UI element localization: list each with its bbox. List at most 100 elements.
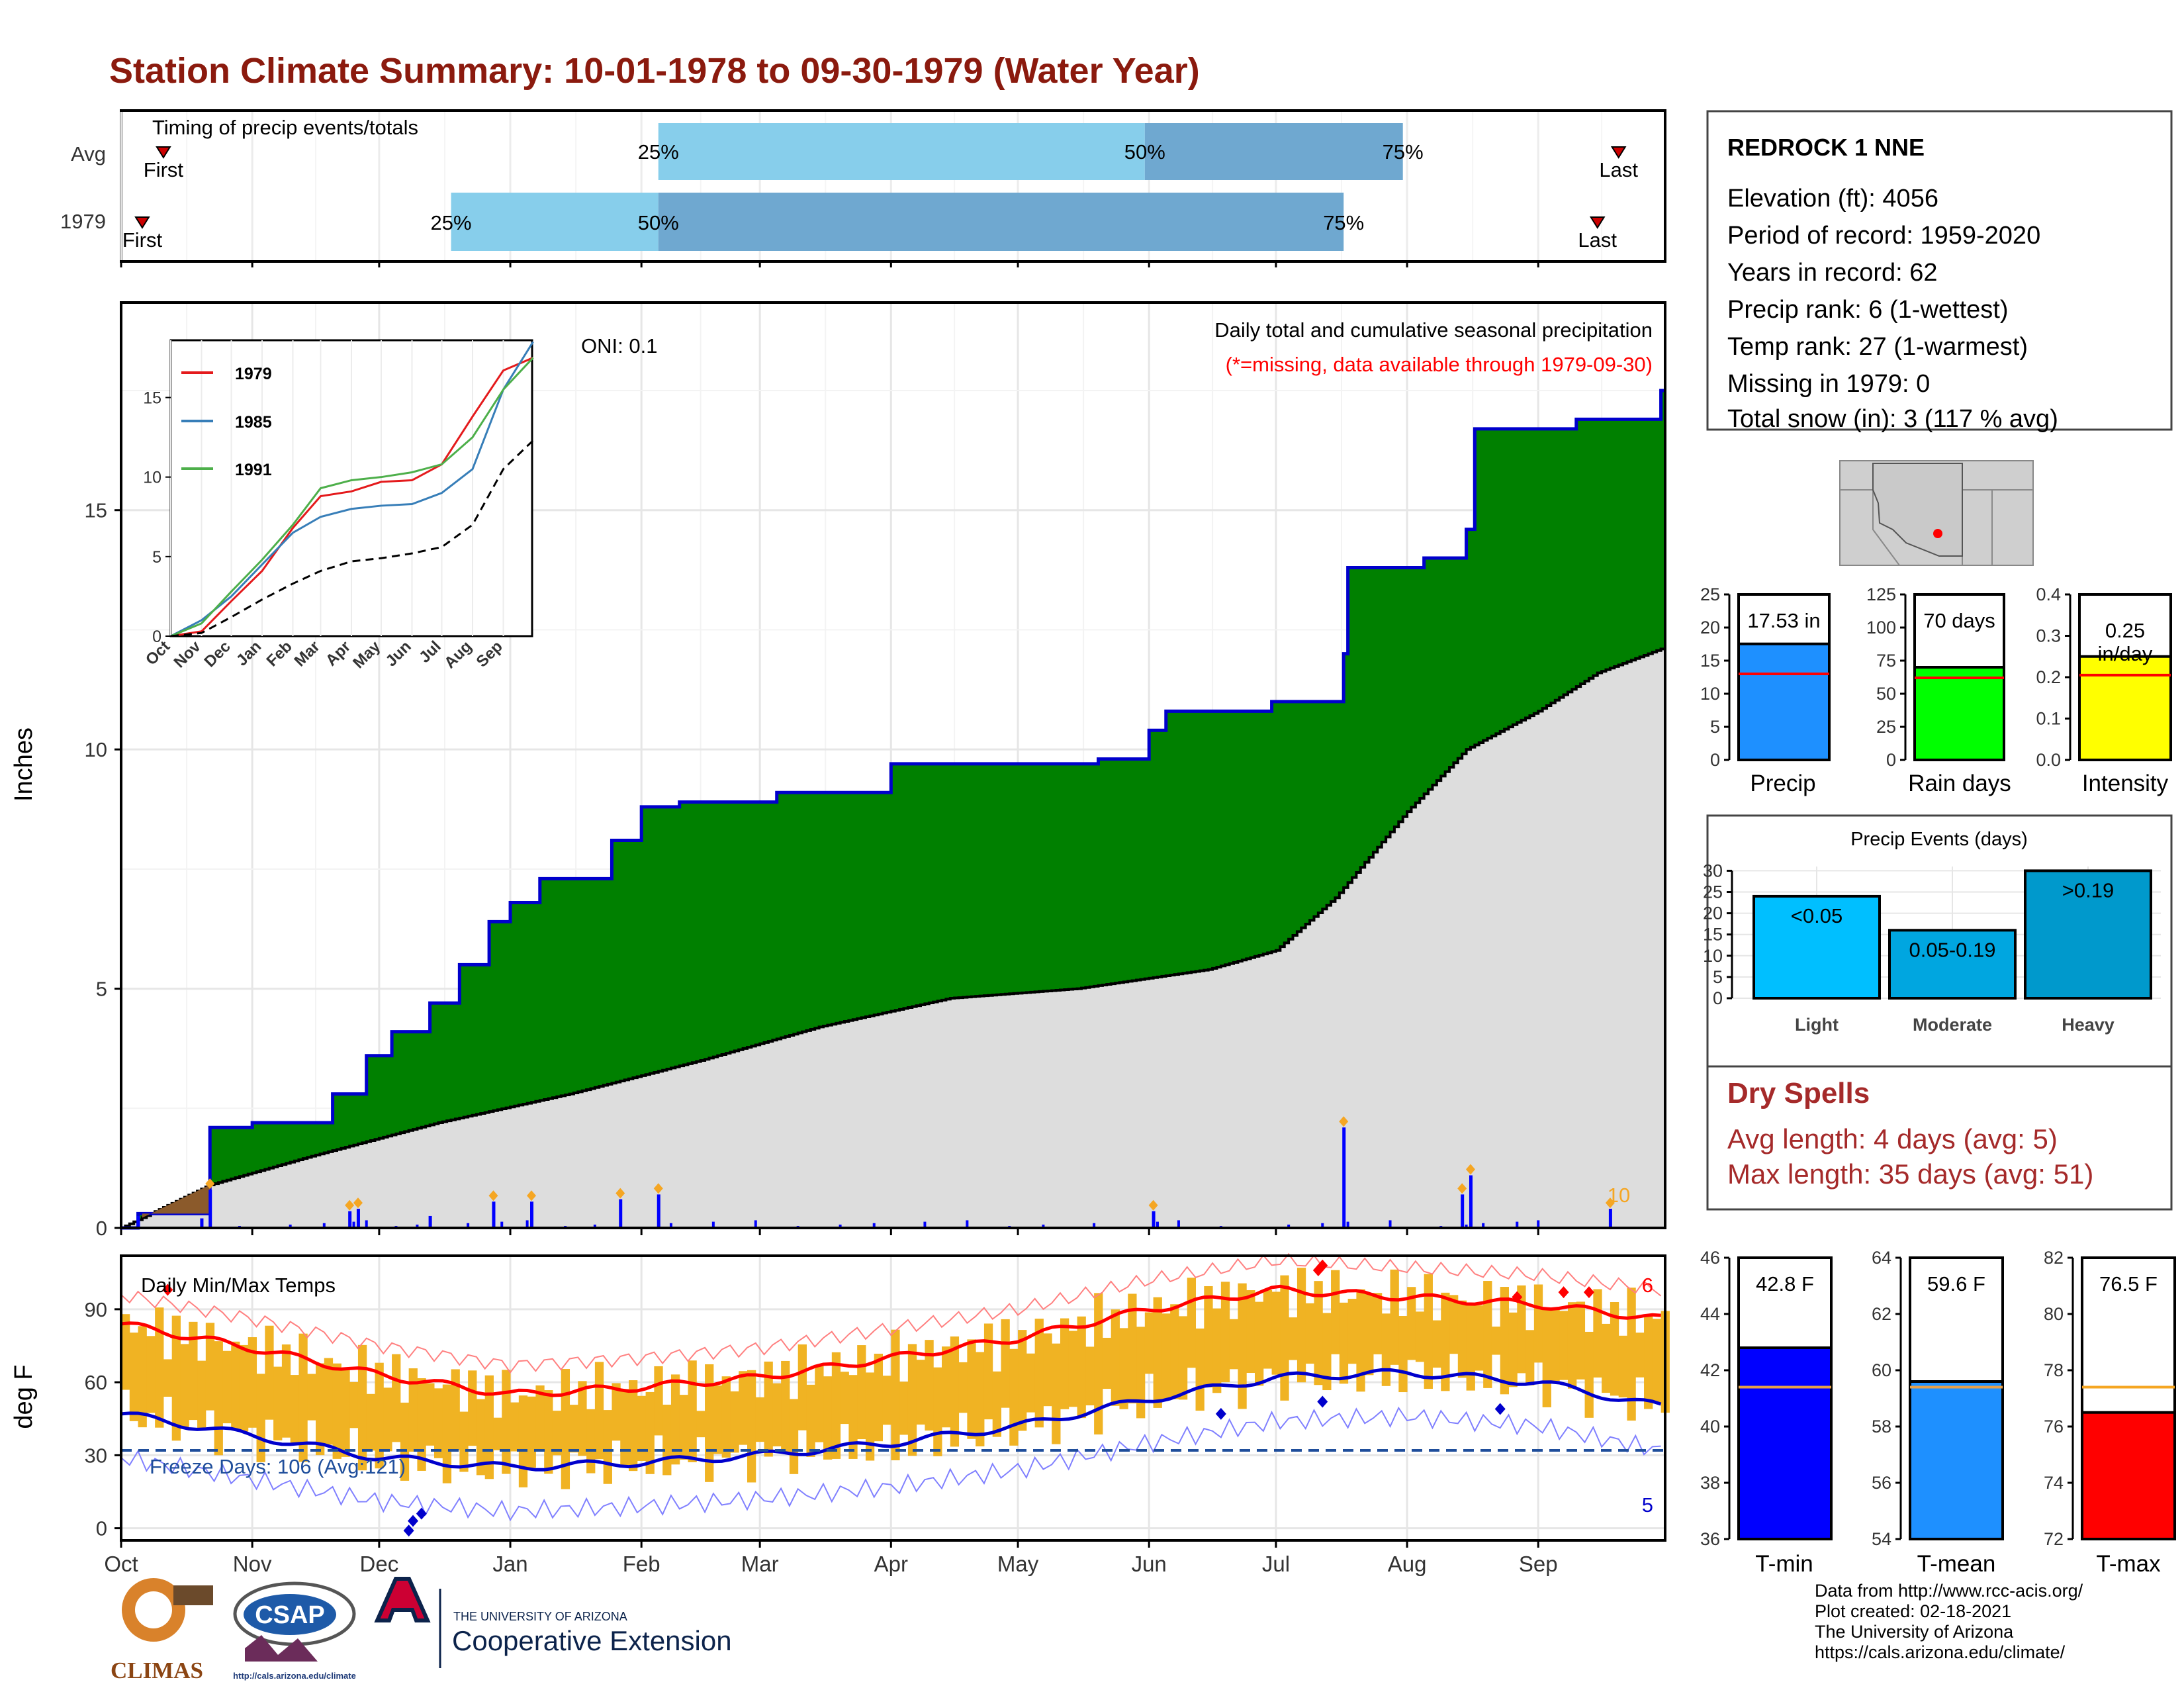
normal-cumulative-line: [121, 647, 1665, 1229]
daily-temp-range-bar: [155, 1307, 164, 1428]
events-bar: [1888, 929, 2017, 1000]
daily-temp-range-bar: [899, 1382, 909, 1435]
daily-temp-range-bar: [612, 1383, 621, 1441]
daily-precip-trace-bar: [1346, 1221, 1349, 1228]
daily-temp-range-bar: [781, 1360, 790, 1454]
precip-y-label: Inches: [10, 727, 38, 802]
daily-precip-bar: [1152, 1211, 1156, 1228]
mini-chart-y-tick-label: 25: [1876, 717, 1896, 737]
freeze-days-text: Freeze Days: 106 (Avg:121): [150, 1455, 406, 1478]
events-bar: [2024, 869, 2152, 1000]
station-precip-rank: Precip rank: 6 (1-wettest): [1727, 296, 2008, 324]
daily-precip-trace-bar: [467, 1223, 470, 1228]
mini-chart-y-tick-label: 15: [1700, 651, 1720, 671]
daily-temp-range-bar: [1390, 1269, 1399, 1365]
mini-chart-y-tick-label: 0.4: [2036, 585, 2061, 604]
cumulative-precip-line: [121, 389, 1665, 1230]
daily-temp-range-bar: [1009, 1348, 1019, 1446]
daily-temp-range-bar: [502, 1370, 511, 1474]
inset-legend-1991: 1991: [235, 461, 272, 479]
month-tick-label: Sep: [1519, 1552, 1558, 1576]
station-location-dot: [1933, 529, 1942, 538]
events-title: Precip Events (days): [1850, 829, 2028, 850]
daily-temp-range-bar: [1542, 1308, 1551, 1407]
daily-temp-range-bar: [1187, 1278, 1197, 1368]
daily-precip-bar: [530, 1201, 534, 1228]
daily-precip-bar: [619, 1199, 623, 1228]
daily-temp-range-bar: [629, 1380, 638, 1472]
station-name: REDROCK 1 NNE: [1727, 134, 1925, 161]
daily-precip-bar: [348, 1211, 352, 1228]
month-tick-label: Nov: [233, 1552, 272, 1576]
daily-precip-trace-bar: [1042, 1224, 1045, 1228]
daily-precip-trace-bar: [322, 1223, 326, 1228]
mini-chart-y-tick-label: 74: [2044, 1473, 2064, 1493]
climas-logo: CLIMAS: [111, 1578, 213, 1683]
daily-temp-range-bar: [1602, 1323, 1611, 1393]
daily-temp-range-bar: [823, 1376, 833, 1460]
daily-temp-range-bar: [324, 1358, 334, 1445]
daily-temp-range-bar: [739, 1371, 748, 1445]
daily-temp-range-bar: [772, 1383, 782, 1446]
daily-temp-range-bar: [831, 1352, 841, 1459]
daily-temp-range-bar: [332, 1363, 341, 1459]
mini-chart-y-tick-label: 5: [1710, 717, 1720, 737]
precip-y-tick-label: 10: [85, 738, 107, 761]
daily-temp-range-bar: [1432, 1320, 1441, 1368]
csap-logo: CSAP http://cals.arizona.edu/climate: [233, 1581, 356, 1681]
daily-precip-bar: [1461, 1194, 1465, 1228]
avg-last-marker: [1610, 146, 1627, 159]
daily-precip-bar: [492, 1201, 496, 1228]
avg-25-50-bar: [658, 123, 1145, 180]
daily-temp-range-bar: [755, 1397, 765, 1442]
events-bar-label: >0.19: [2062, 878, 2114, 902]
daily-precip-trace-bar: [711, 1221, 715, 1228]
daily-temp-range-bar: [569, 1405, 578, 1453]
daily-temp-range-bar: [138, 1326, 147, 1428]
daily-precip-trace-bar: [1287, 1224, 1291, 1228]
oni-label: ONI: 0.1: [581, 334, 657, 357]
daily-precip-bar: [1342, 1127, 1346, 1228]
daily-temp-range-bar: [408, 1368, 418, 1452]
daily-temp-range-bar: [544, 1390, 553, 1474]
mini-chart-value-label: 70 days: [1923, 609, 1995, 632]
daily-precip-trace-bar: [669, 1223, 672, 1228]
precip-total-label: Precip: [1750, 771, 1815, 796]
ua-cooperative-text: Cooperative Extension: [452, 1625, 732, 1656]
tmin-chart: T-min 36 38 40 42 44 46 42.8 F: [1700, 1248, 1833, 1577]
daily-precip-trace-bar: [352, 1221, 355, 1228]
ua-small-text: THE UNIVERSITY OF ARIZONA: [453, 1610, 627, 1623]
mini-chart-y-tick-label: 80: [2044, 1304, 2064, 1324]
footer-plot-created: Plot created: 02-18-2021: [1815, 1601, 2012, 1621]
daily-max-marker: [488, 1190, 498, 1201]
daily-temp-range-bar: [637, 1395, 647, 1461]
daily-temp-range-bar: [933, 1367, 942, 1456]
daily-temp-range-bar: [366, 1393, 376, 1451]
daily-precip-trace-bar: [839, 1224, 842, 1228]
avg-50-75-bar: [1144, 123, 1403, 180]
mini-chart-y-tick-label: 0: [1710, 750, 1720, 770]
precip-y-tick-label: 5: [96, 978, 107, 1001]
daily-temp-range-bar: [1533, 1284, 1543, 1363]
record-min-marker: [1317, 1395, 1328, 1408]
events-bar-label: 0.05-0.19: [1909, 938, 1996, 961]
mini-chart-y-tick-label: 78: [2044, 1360, 2064, 1380]
daily-temp-range-bar: [1322, 1313, 1332, 1391]
daily-temp-range-bar: [679, 1395, 688, 1460]
rain-days-label: Rain days: [1908, 771, 2011, 796]
daily-temp-range-bar: [273, 1366, 283, 1440]
mini-chart-y-tick-label: 40: [1700, 1417, 1720, 1436]
daily-temp-range-bar: [1246, 1290, 1255, 1374]
mini-chart-y-tick-label: 76: [2044, 1417, 2064, 1436]
daily-temp-range-bar: [1178, 1316, 1188, 1400]
ua-logo: THE UNIVERSITY OF ARIZONA Cooperative Ex…: [374, 1577, 732, 1668]
daily-max-marker: [653, 1183, 663, 1194]
daily-temp-range-bar: [1331, 1270, 1340, 1354]
daily-temp-range-bar: [942, 1346, 951, 1428]
daily-temp-range-bar: [1170, 1304, 1179, 1399]
daily-precip-trace-bar: [754, 1220, 757, 1228]
inset-y-tick-label: 15: [143, 389, 161, 408]
daily-temp-range-bar: [1204, 1286, 1213, 1387]
daily-temp-range-bar: [848, 1375, 858, 1459]
csap-url: http://cals.arizona.edu/climate: [233, 1671, 356, 1681]
